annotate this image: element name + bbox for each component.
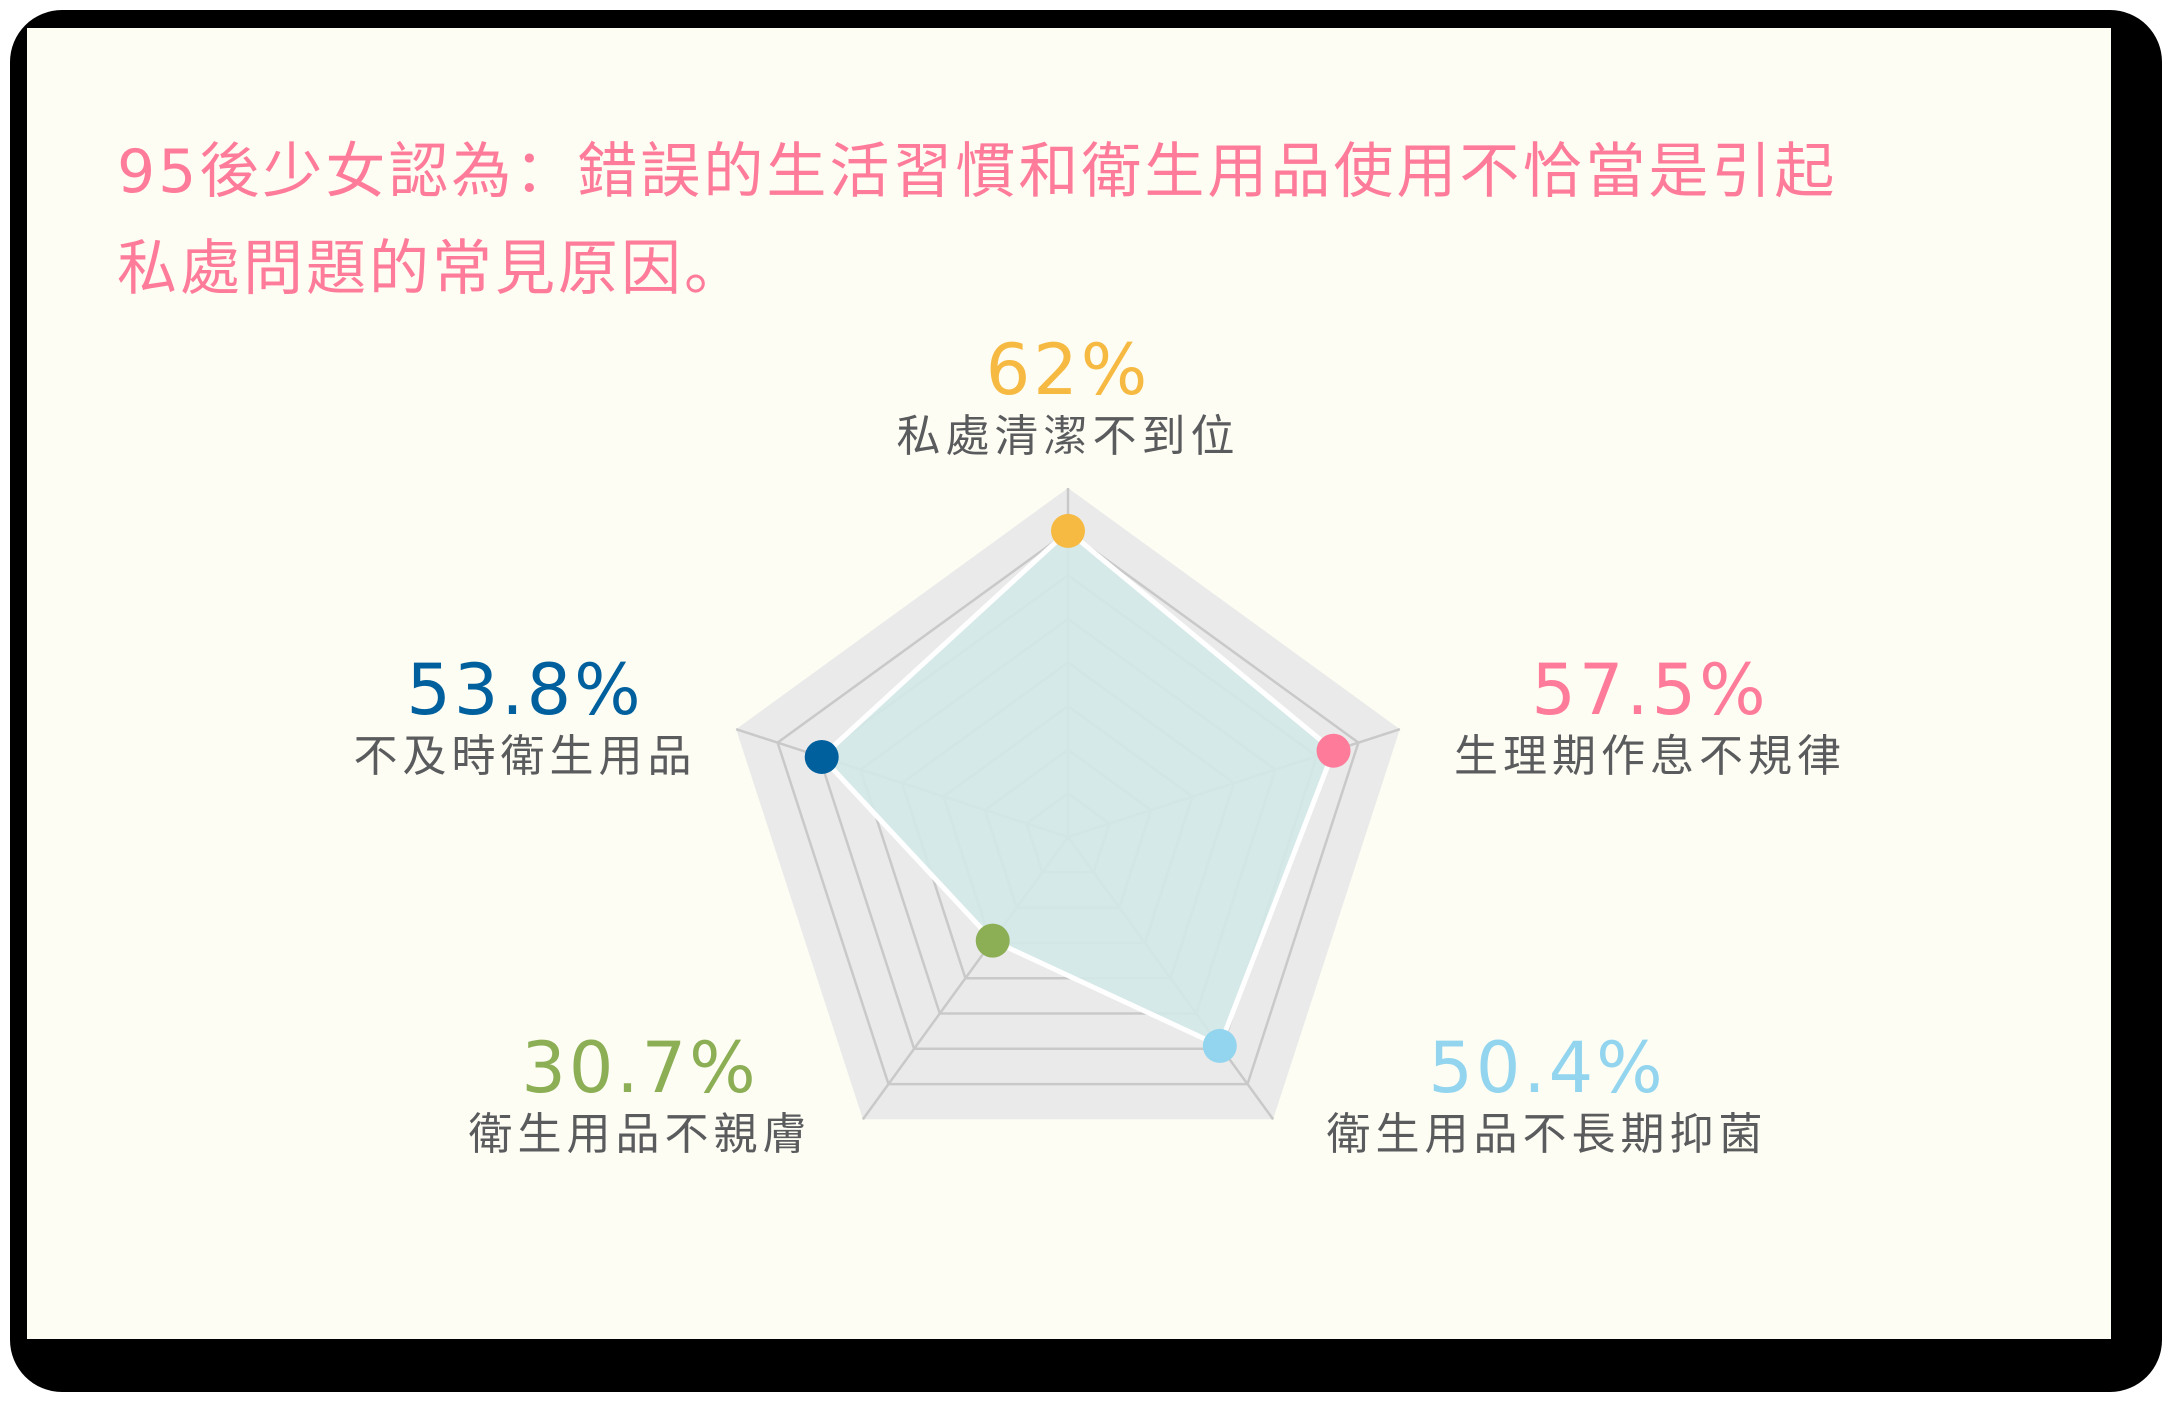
label-not-antibacterial: 50.4% 衛生用品不長期抑菌	[1327, 1028, 1768, 1162]
data-point-marker	[975, 923, 1010, 958]
data-point-marker	[1051, 513, 1085, 548]
label-irregular-period-routine: 57.5% 生理期作息不規律	[1454, 650, 1846, 784]
value-not-timely-change: 53.8%	[406, 649, 644, 731]
label-not-skin-friendly: 30.7% 衛生用品不親膚	[469, 1028, 812, 1162]
name-not-skin-friendly: 衛生用品不親膚	[468, 1109, 812, 1160]
title-line-1: 95後少女認為：錯誤的生活習慣和衛生用品使用不恰當是引起	[117, 137, 1838, 207]
name-private-cleaning: 私處清潔不到位	[896, 411, 1240, 462]
value-irregular-period-routine: 57.5%	[1531, 649, 1769, 731]
data-point-marker	[1316, 733, 1351, 768]
name-not-timely-change: 不及時衛生用品	[353, 731, 697, 782]
value-not-skin-friendly: 30.7%	[521, 1027, 759, 1109]
value-not-antibacterial: 50.4%	[1428, 1027, 1666, 1109]
title-line-2: 私處問題的常見原因。	[117, 234, 747, 304]
data-point-marker	[804, 739, 839, 774]
label-private-cleaning: 62% 私處清潔不到位	[897, 330, 1240, 464]
page-title: 95後少女認為：錯誤的生活習慣和衛生用品使用不恰當是引起 私處問題的常見原因。	[117, 124, 2077, 318]
radar-grid-ring	[776, 530, 1360, 1086]
value-private-cleaning: 62%	[985, 329, 1151, 411]
name-not-antibacterial: 衛生用品不長期抑菌	[1326, 1109, 1768, 1160]
data-point-marker	[1202, 1028, 1237, 1063]
radar-data-area	[819, 528, 1336, 1049]
name-irregular-period-routine: 生理期作息不規律	[1454, 731, 1846, 782]
label-not-timely-change: 53.8% 不及時衛生用品	[354, 650, 697, 784]
